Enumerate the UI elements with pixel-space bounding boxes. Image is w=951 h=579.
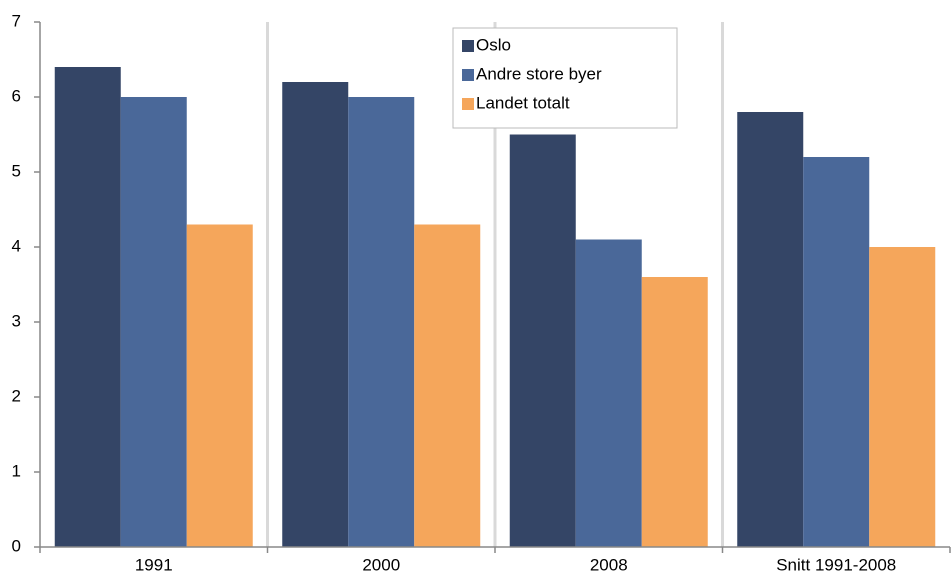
- legend-box: [452, 27, 678, 129]
- bar: [737, 112, 804, 547]
- legend-label: Andre store byer: [476, 64, 602, 83]
- bar: [869, 247, 936, 547]
- legend-swatch: [462, 98, 474, 110]
- bar: [641, 277, 708, 547]
- bar: [282, 82, 349, 547]
- bar: [575, 239, 642, 547]
- bar: [186, 224, 253, 547]
- y-tick-label: 5: [12, 161, 21, 180]
- legend-label: Oslo: [476, 35, 511, 54]
- legend-label: Landet totalt: [476, 93, 570, 112]
- x-tick-label: 2000: [362, 555, 400, 574]
- bar: [348, 97, 415, 547]
- x-tick-label: 2008: [590, 555, 628, 574]
- y-tick-label: 7: [12, 11, 21, 30]
- legend: Oslo Andre store byer Landet totalt: [452, 27, 678, 129]
- y-tick-label: 2: [12, 386, 21, 405]
- y-tick-label: 4: [12, 236, 21, 255]
- x-tick-label: Snitt 1991-2008: [776, 555, 896, 574]
- y-tick-label: 6: [12, 86, 21, 105]
- bar: [803, 157, 870, 547]
- legend-swatch: [462, 69, 474, 81]
- x-tick-label: 1991: [135, 555, 173, 574]
- bar: [414, 224, 481, 547]
- y-tick-label: 1: [12, 461, 21, 480]
- y-tick-label: 0: [12, 536, 21, 555]
- bar: [120, 97, 187, 547]
- legend-swatch: [462, 40, 474, 52]
- bar: [509, 134, 576, 547]
- y-tick-label: 3: [12, 311, 21, 330]
- bar: [54, 67, 121, 547]
